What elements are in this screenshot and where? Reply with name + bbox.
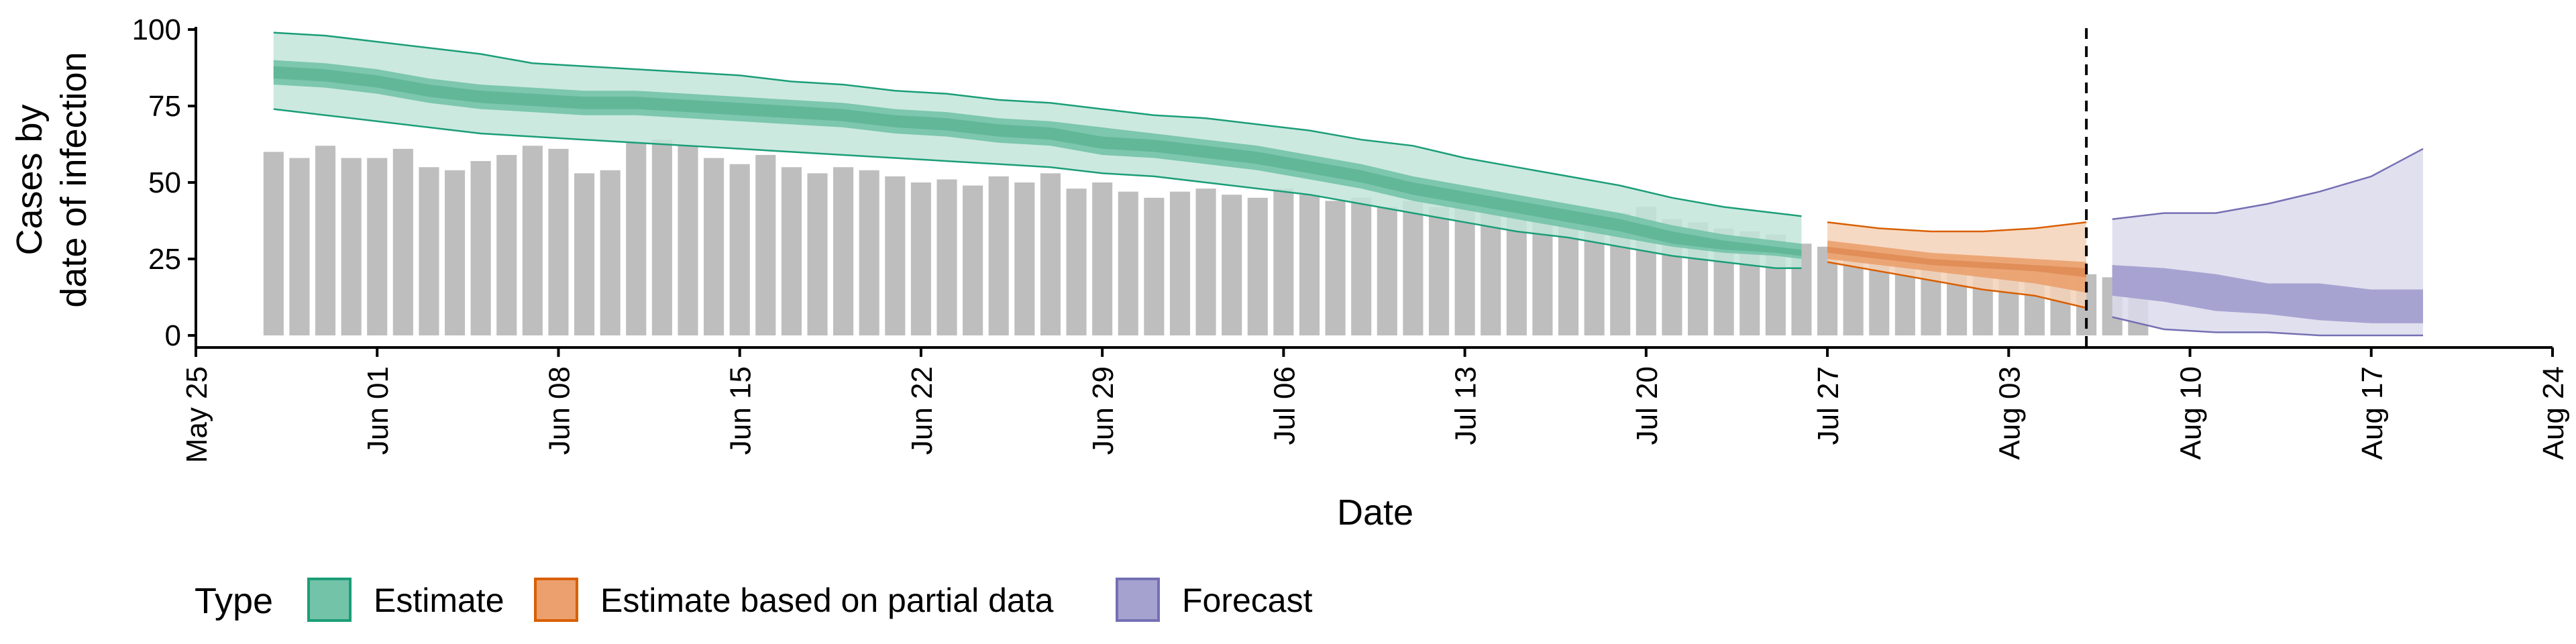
case-bar [1144,197,1165,335]
case-bar [963,185,983,335]
y-tick-label: 25 [148,243,181,276]
case-bar [367,158,388,335]
partial-core-band [1827,246,2087,278]
case-bar [781,167,802,335]
case-bar [1428,207,1450,335]
case-bar [755,154,776,335]
case-bar [1325,201,1346,335]
case-bar [574,173,595,335]
case-bar [936,179,957,335]
x-tick-label: Jul 27 [1812,366,1845,445]
case-bar [522,146,543,335]
x-tick-label: Jun 22 [906,366,938,455]
x-tick-label: Jun 08 [543,366,576,455]
case-bar [1403,201,1424,335]
legend-title: Type [195,581,273,621]
partial-upper-outline [1827,221,2087,233]
case-bar [651,140,672,335]
case-bar [859,170,879,335]
estimate-outer-band [273,32,1802,268]
estimate-lower-outline [273,108,1802,269]
case-bar [988,176,1009,335]
forecast-upper-outline [2112,148,2424,220]
x-tick-label: Jun 29 [1087,366,1120,455]
case-bar [1014,182,1035,335]
case-bar [470,161,491,335]
estimate-upper-outline [273,32,1802,217]
case-bar [548,148,569,335]
legend-label-partial: Estimate based on partial data [600,582,1054,619]
partial-lower-outline [1827,261,2087,309]
case-bar [885,176,906,335]
case-bar [807,173,828,335]
case-bar [1222,195,1242,335]
x-axis-ticks: May 25 Jun 01 Jun 08 Jun 15 Jun 22 Jun 29 Jul … [180,347,2570,463]
case-bar [419,167,439,335]
forecast-lower-outline [2112,316,2423,337]
case-bar [263,152,284,335]
case-bar [1169,191,1191,335]
forecast-core-band [2112,265,2423,323]
case-bar [1247,197,1268,335]
x-tick-label: May 25 [180,366,213,463]
case-bar [910,182,931,335]
case-bar [600,170,621,335]
estimate-core-band [273,66,1802,256]
legend-label-forecast: Forecast [1182,582,1313,619]
legend-swatch-estimate [307,578,352,622]
partial-inner-band [1827,240,2087,293]
case-bar [729,164,750,335]
x-tick-label: Jul 20 [1631,366,1664,445]
axes-layer [195,27,2553,349]
legend-swatch-forecast [1116,578,1160,622]
x-axis-title: Date [1337,492,1413,533]
x-tick-label: Jul 13 [1450,366,1483,445]
case-bar [289,158,310,335]
x-tick-label: Aug 10 [2175,366,2208,460]
legend: Type Estimate Estimate based on partial d… [195,578,1313,622]
case-bar [444,170,466,335]
y-axis-title-line-2: date of infection [54,52,94,307]
case-bar [678,146,698,335]
y-tick-label: 50 [148,166,181,199]
case-bar [1066,189,1087,335]
legend-label-estimate: Estimate [374,582,504,619]
x-tick-label: Jul 06 [1268,366,1301,445]
y-axis-title-line-1: Cases by [9,104,50,255]
legend-swatch-partial [534,578,578,622]
case-bar [496,154,517,335]
case-bar [626,142,647,335]
case-bar [341,158,362,335]
x-tick-label: Aug 24 [2537,366,2570,460]
y-tick-label: 75 [148,90,181,123]
case-bar [1195,189,1216,335]
x-tick-label: Aug 17 [2356,366,2389,460]
y-axis-ticks: 0 25 50 75 100 [132,13,196,352]
case-bar [1118,191,1138,335]
case-bar [1092,182,1113,335]
ribbons-layer [273,32,2424,337]
case-bar [1351,197,1372,335]
case-bar [1377,207,1397,335]
case-bar [1299,195,1320,335]
ribbon-partial [1827,221,2087,309]
case-bar [392,148,413,335]
y-tick-label: 100 [132,13,181,46]
case-bar [1040,173,1061,335]
bars-layer [263,140,2149,335]
x-tick-label: Jun 01 [362,366,394,455]
case-bar [1273,189,1294,335]
case-bar [315,146,336,335]
x-tick-label: Jun 15 [724,366,757,455]
y-tick-label: 0 [165,319,181,352]
case-bar [833,167,854,335]
x-tick-label: Aug 03 [1993,366,2026,460]
ribbon-forecast [2112,148,2424,337]
ribbon-estimate [273,32,1802,269]
case-bar [704,158,724,335]
